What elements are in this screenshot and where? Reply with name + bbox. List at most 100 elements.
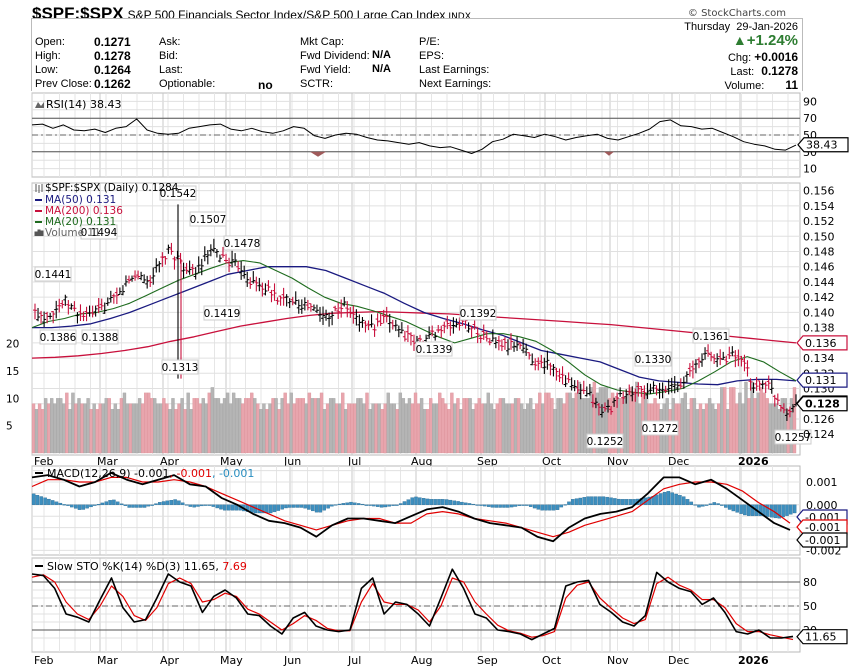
macd-histogram-bar	[295, 504, 300, 508]
legend-volume: Volume 11	[45, 227, 101, 239]
macd-histogram-bar	[349, 501, 353, 505]
volume-bar	[544, 392, 548, 454]
macd-histogram-bar	[555, 504, 560, 510]
chg-value: +0.0016	[754, 50, 798, 64]
macd-histogram-bar	[574, 498, 579, 505]
macd-histogram-bar	[460, 501, 464, 505]
price-annotation-box	[415, 341, 453, 357]
volume-bar	[519, 403, 524, 454]
macd-histogram-bar	[766, 504, 770, 517]
macd-ytick: 0.000	[806, 499, 838, 512]
macd-histogram-bar	[196, 504, 200, 507]
volume-bar	[128, 403, 133, 454]
price-ytick: 0.156	[803, 185, 835, 198]
volume-bar	[177, 403, 181, 454]
quote-date-value: 29-Jan-2026	[736, 21, 798, 33]
volume: Volume: 11	[725, 78, 799, 92]
macd-histogram-bar	[433, 499, 437, 505]
macd-histogram-bar	[77, 504, 82, 510]
macd-histogram-bar	[785, 504, 789, 516]
volume-bar	[547, 392, 551, 454]
macd-tag-box	[796, 532, 848, 548]
macd-ytick: -0.002	[806, 544, 841, 557]
volume-bar	[407, 398, 412, 454]
sto-k-line	[31, 568, 794, 641]
volume-bar	[150, 398, 154, 454]
macd-histogram-bar	[593, 496, 598, 505]
price-annotation-box	[34, 266, 72, 282]
optionable-label: Optionable:	[159, 78, 216, 90]
volume-bar	[198, 403, 202, 454]
macd-histogram-bar	[613, 498, 617, 505]
macd-histogram-bar	[372, 504, 376, 507]
macd-histogram-bar	[727, 504, 732, 510]
volume-bar	[89, 409, 93, 454]
low-label: Low:	[35, 64, 59, 76]
macd-histogram-bar	[47, 498, 51, 505]
pe-label: P/E:	[419, 36, 440, 48]
price-annotation-box	[161, 359, 199, 375]
volume-value: 11	[785, 78, 798, 92]
macd-histogram-bar	[525, 504, 529, 506]
volume-bar	[689, 398, 694, 454]
macd-histogram-bar	[291, 504, 296, 508]
macd-histogram-bar	[441, 499, 445, 505]
volume-bar	[280, 398, 284, 454]
price-annotation: 0.1507	[190, 214, 227, 226]
macd-histogram-bar	[471, 503, 476, 506]
ma50-tag: 0.131	[805, 374, 837, 387]
macd-histogram-bar	[697, 504, 701, 508]
volume-bar	[762, 392, 766, 454]
macd-histogram-bar	[158, 502, 162, 505]
volume-bar	[171, 398, 175, 454]
sto-ytick: 80	[803, 576, 817, 589]
volume-bar	[732, 387, 736, 454]
volume-bar	[159, 403, 163, 454]
volume-bar	[568, 392, 572, 454]
volume-bar	[322, 409, 327, 454]
fwd-dividend-label: Fwd Dividend:	[300, 50, 370, 62]
low-value: 0.1264	[94, 63, 131, 77]
volume-bar	[316, 398, 321, 454]
volume-bar	[744, 381, 748, 454]
macd-histogram-bar	[712, 502, 717, 505]
sto-x-month: Nov	[607, 654, 629, 667]
price-x-month: May	[220, 455, 243, 468]
price-annotation-box	[774, 429, 812, 445]
macd-histogram-bar	[724, 504, 728, 508]
macd-legend-part: , -0.001	[212, 467, 254, 480]
volume-bar	[59, 398, 63, 454]
volume-bar	[516, 398, 521, 454]
sto-x-month: Apr	[160, 654, 180, 667]
volume-bar	[192, 398, 196, 454]
volume-label: Volume:	[724, 80, 765, 92]
macd-histogram-bar	[616, 498, 621, 505]
rsi-line	[31, 118, 797, 154]
volume-bar	[201, 398, 205, 454]
macd-histogram-bar	[456, 501, 460, 505]
volume-bar	[295, 398, 299, 454]
volume-bar	[765, 398, 769, 454]
macd-histogram-bar	[486, 504, 491, 507]
macd-histogram-bar	[597, 496, 602, 505]
volume-bar	[350, 403, 354, 454]
volume-bar	[180, 398, 184, 454]
price-annotation-box	[223, 235, 261, 251]
last-earnings-label: Last Earnings:	[419, 64, 490, 76]
sto-x-month: Dec	[668, 654, 689, 667]
macd-histogram-bar	[704, 504, 709, 506]
volume-bar	[265, 409, 269, 454]
macd-histogram-bar	[414, 496, 418, 505]
volume-bar	[238, 398, 242, 454]
macd-histogram-bar	[620, 499, 625, 505]
volume-bar	[183, 409, 187, 454]
volume-bar	[65, 392, 69, 454]
price-x-month: Nov	[607, 455, 629, 468]
volume-bar	[262, 403, 266, 454]
volume-bar	[695, 409, 700, 454]
macd-histogram-bar	[662, 492, 667, 505]
volume-bar	[471, 409, 475, 454]
macd-histogram-bar	[792, 504, 797, 514]
macd-histogram-bar	[448, 499, 453, 505]
macd-histogram-bar	[387, 504, 391, 507]
